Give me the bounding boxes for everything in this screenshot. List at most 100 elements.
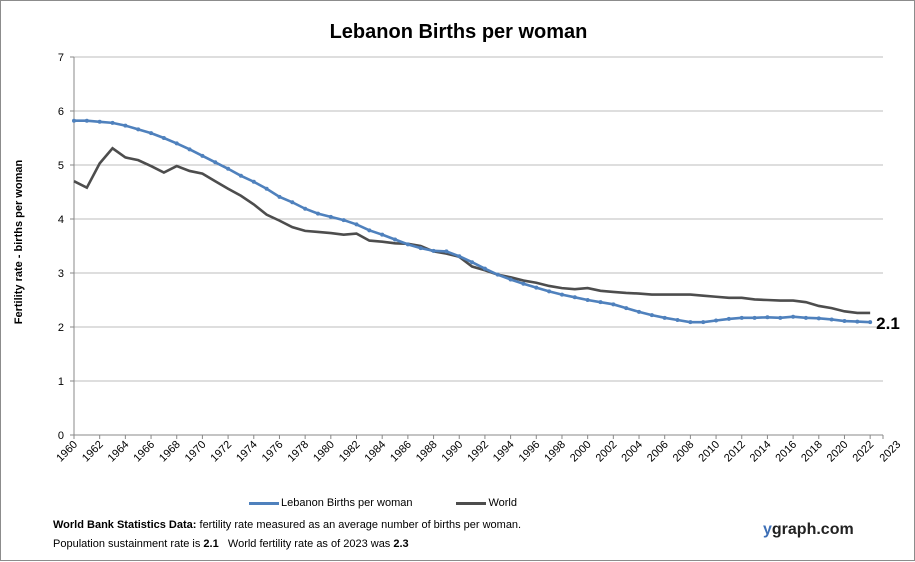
legend-swatch-lebanon: [249, 501, 279, 505]
brand-logo[interactable]: ygraph.com: [763, 521, 854, 539]
data-point: [123, 123, 128, 128]
data-point: [405, 242, 410, 247]
x-tick-label: 1994: [491, 439, 517, 465]
x-tick-label: 1982: [337, 439, 363, 465]
y-tick-label: 4: [58, 214, 64, 226]
data-point: [611, 302, 616, 307]
y-tick-label: 7: [58, 52, 64, 64]
x-tick-label: 2000: [568, 439, 594, 465]
note-sustain-value: 2.1: [203, 538, 219, 550]
brand-y: y: [763, 521, 772, 538]
data-point: [315, 211, 320, 216]
legend-swatch-world: [456, 501, 487, 505]
brand-rest: graph.com: [771, 521, 854, 538]
data-point: [200, 153, 205, 158]
x-tick-label: 2022: [850, 439, 876, 465]
data-point: [482, 266, 487, 271]
data-point: [752, 315, 757, 320]
note-sustain-label: Population sustainment rate is: [53, 538, 204, 550]
data-point: [354, 222, 359, 227]
data-point: [84, 118, 89, 123]
data-point: [624, 306, 629, 311]
data-point: [675, 317, 680, 322]
data-point: [829, 317, 834, 322]
note-desc: fertility rate measured as an average nu…: [196, 519, 522, 531]
note-line-1: World Bank Statistics Data: fertility ra…: [53, 519, 521, 531]
y-tick-label: 3: [58, 268, 64, 280]
data-point: [149, 131, 154, 136]
data-point: [816, 316, 821, 321]
y-tick-label: 2: [58, 322, 64, 334]
legend-label-lebanon: Lebanon Births per woman: [281, 497, 413, 509]
chart-title: Lebanon Births per woman: [329, 21, 588, 43]
data-point: [765, 315, 770, 320]
data-point: [110, 120, 115, 125]
x-tick-label: 1998: [542, 439, 568, 465]
data-point: [662, 315, 667, 320]
x-tick-label: 2020: [825, 439, 851, 465]
x-tick-label: 2018: [799, 439, 825, 465]
data-point: [521, 281, 526, 286]
x-tick-label: 1964: [106, 439, 132, 465]
data-point: [649, 313, 654, 318]
x-tick-label: 1962: [80, 439, 106, 465]
note-world-value: 2.3: [393, 538, 409, 550]
y-tick-label: 0: [58, 430, 64, 442]
data-point: [598, 300, 603, 305]
data-point: [431, 248, 436, 253]
x-tick-label: 1980: [311, 439, 337, 465]
data-point: [855, 319, 860, 324]
data-point: [739, 315, 744, 320]
y-tick-label: 1: [58, 376, 64, 388]
x-tick-label: 1986: [388, 439, 414, 465]
x-tick-label: 1990: [440, 439, 466, 465]
data-point: [72, 118, 76, 123]
x-tick-label: 2012: [722, 439, 748, 465]
data-point: [637, 309, 642, 314]
data-point: [367, 228, 372, 233]
data-point: [303, 206, 308, 211]
x-tick-label: 2006: [645, 439, 671, 465]
data-point: [277, 194, 282, 199]
data-point: [213, 160, 218, 165]
note-world-label: World fertility rate as of 2023 was: [218, 538, 394, 550]
data-point: [418, 246, 423, 251]
data-point: [251, 179, 256, 184]
x-tick-label: 1966: [131, 439, 157, 465]
data-point: [187, 147, 192, 152]
x-tick-label: 2010: [696, 439, 722, 465]
legend-item-lebanon: Lebanon Births per woman: [249, 497, 412, 509]
x-tick-label: 2004: [619, 439, 645, 465]
data-point: [803, 315, 808, 320]
data-point: [444, 249, 449, 254]
data-point: [136, 127, 141, 132]
data-point: [726, 316, 731, 321]
data-point: [585, 298, 590, 302]
data-point: [791, 314, 796, 319]
data-point: [688, 320, 693, 325]
data-point: [457, 254, 462, 259]
data-point: [470, 260, 475, 265]
x-tick-label: 1976: [260, 439, 286, 465]
series-line-world: [73, 146, 871, 315]
data-point: [701, 320, 706, 325]
end-value-annotation: 2.1: [876, 314, 900, 333]
data-point: [328, 214, 333, 219]
series-line-lebanon: [74, 119, 871, 324]
data-point: [393, 237, 398, 242]
x-tick-label: 2014: [748, 439, 774, 465]
x-tick-label: 1996: [517, 439, 543, 465]
x-tick-label: 2002: [594, 439, 620, 465]
x-tick-label: 1972: [208, 439, 234, 465]
x-tick-label: 1988: [414, 439, 440, 465]
x-tick-label: 1992: [465, 439, 491, 465]
data-point: [508, 277, 513, 282]
data-point: [778, 315, 783, 320]
legend-item-world: World: [456, 497, 517, 509]
data-point: [714, 318, 719, 323]
data-point: [341, 218, 346, 223]
data-point: [572, 295, 577, 300]
x-tick-label: 2016: [773, 439, 799, 465]
data-point: [534, 285, 539, 290]
